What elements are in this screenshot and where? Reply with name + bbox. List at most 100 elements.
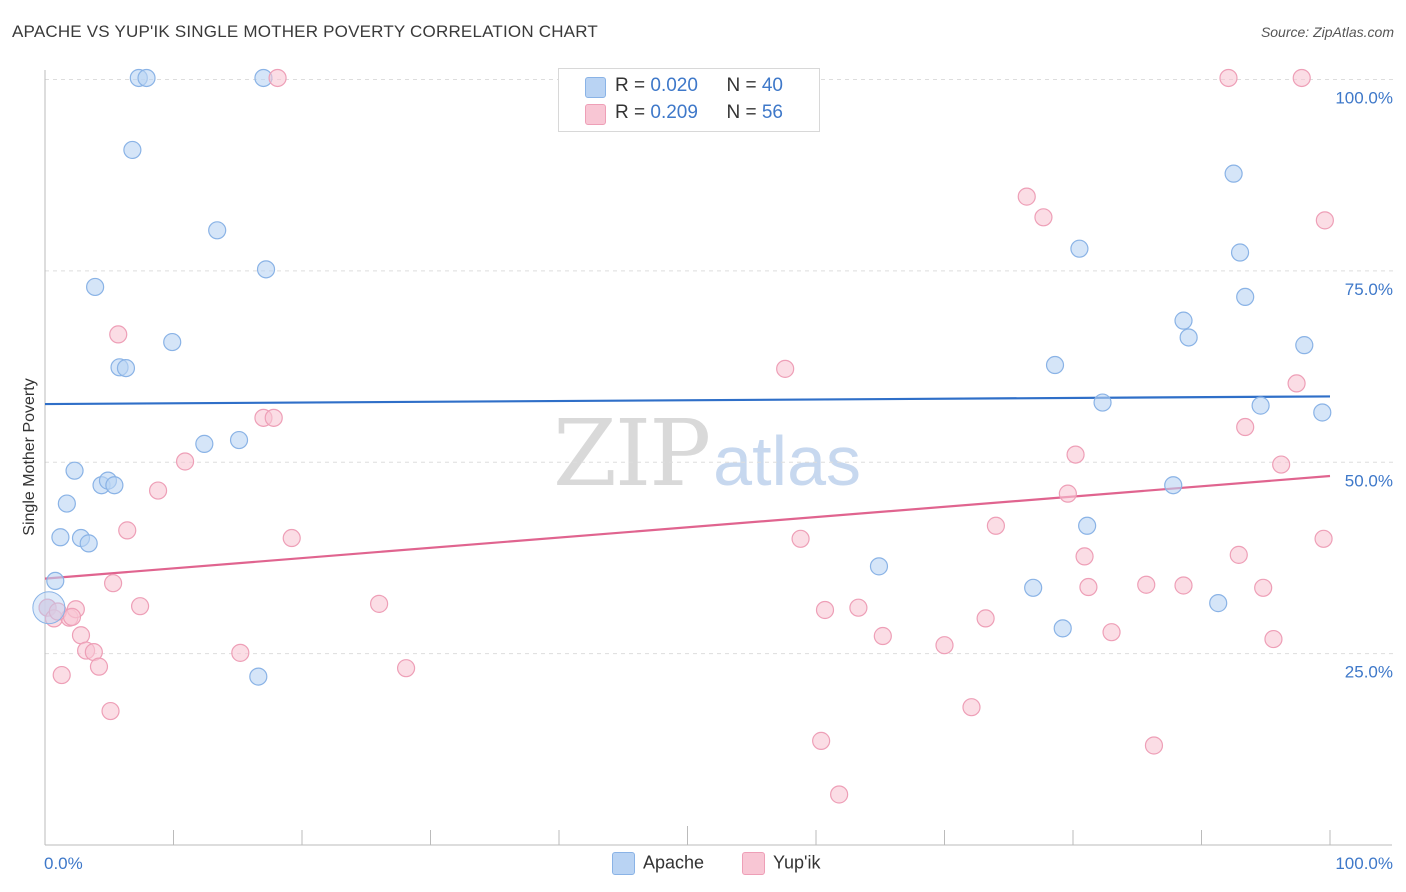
apache-point [86,277,105,297]
yupik-point [976,609,995,628]
y-tick-label: 75.0% [1345,280,1393,299]
correlation-legend: R = 0.020 N = 40 R = 0.209 N = 56 [558,68,820,132]
yupik-point [1017,187,1036,206]
axes [44,70,1392,846]
apache-point [208,221,227,240]
yupik-point [873,626,892,646]
yupik-point [1254,578,1273,597]
yupik-n-label: N = [726,102,762,123]
apache-point [249,667,268,686]
bottom-apache-swatch [612,852,635,875]
y-tick-label: 50.0% [1345,471,1393,490]
apache-point [1295,336,1314,355]
apache-point [195,434,214,453]
apache-point [1174,311,1193,330]
bottom-legend-yupik: Yup'ik [742,852,820,875]
watermark-zip: ZIP [553,400,711,507]
apache-cluster-point [32,591,66,625]
yupik-point [1229,545,1248,564]
yupik-point [118,521,137,540]
tick-labels: 25.0% 50.0% 75.0% 100.0% 0.0% 100.0% Single Mo… [21,89,1393,874]
yupik-point [1287,374,1306,393]
bottom-yupik-swatch [742,852,765,875]
apache-point [163,332,182,352]
yupik-point [282,528,301,548]
apache-point [1045,355,1065,375]
yupik-point [776,359,795,378]
apache-point [65,461,84,480]
apache-point [1093,393,1112,412]
yupik-point [1174,576,1193,595]
yupik-point [1144,736,1164,755]
yupik-point [962,698,981,717]
yupik-point [1137,575,1156,594]
apache-point [1078,516,1097,535]
yupik-point [830,785,849,804]
apache-point [79,534,98,553]
y-tick-label: 100.0% [1335,89,1393,108]
apache-point [1209,594,1228,613]
yupik-point [1102,623,1121,642]
chart-title: APACHE VS YUP'IK SINGLE MOTHER POVERTY C… [12,22,598,41]
apache-point [1024,578,1043,597]
apache-point [57,494,76,513]
yupik-point [815,600,835,620]
trend-lines [44,395,1331,580]
yupik-point [1315,211,1334,230]
yupik-point [104,574,123,593]
apache-point [1164,476,1183,495]
yupik-point [268,68,287,88]
apache-point [256,260,276,279]
apache-point [1313,403,1332,422]
bottom-legend-apache: Apache [612,852,704,875]
gridlines [45,79,1394,655]
yupik-r-value: 0.209 [650,102,698,123]
apache-n-value: 40 [761,75,783,96]
apache-point [229,430,249,450]
yupik-point [101,701,120,721]
apache-point [1053,619,1072,638]
yupik-point [175,452,195,471]
yupik-point [1079,577,1098,597]
yupik-point [130,597,150,616]
yupik-point [370,594,389,613]
apache-point [116,358,136,378]
apache-swatch [585,77,606,98]
yupik-point [791,529,810,548]
bottom-apache-label: Apache [643,852,705,873]
yupik-point [89,657,109,676]
yupik-point [264,408,283,427]
apache-point [1251,396,1270,415]
apache-n-label: N = [726,75,762,96]
apache-point [1179,328,1198,347]
y-tick-label: 25.0% [1345,663,1393,682]
yupik-point [231,643,250,662]
yupik-point [812,731,831,750]
apache-point [137,68,156,88]
apache-point [1070,239,1089,258]
yupik-point [62,607,82,626]
apache-point [123,140,142,160]
apache-point [1224,164,1243,183]
apache-r-value: 0.020 [650,75,698,96]
yupik-point [1292,68,1311,88]
watermark-atlas: atlas [713,422,862,500]
apache-point [869,557,889,576]
yupik-trend-line [44,474,1331,580]
x-tick-label-left: 0.0% [44,854,83,873]
yupik-point [1075,547,1094,566]
yupik-point [935,636,954,655]
bottom-yupik-label: Yup'ik [773,852,821,873]
yupik-point [849,598,868,617]
yupik-point [396,659,416,678]
watermark: ZIPatlas [553,400,893,507]
data-points [32,68,1334,804]
apache-trend-line [44,395,1331,406]
yupik-point [1314,529,1333,548]
x-tick-label-right: 100.0% [1335,854,1393,873]
apache-point [51,528,70,547]
apache-point [105,476,124,495]
yupik-point [1058,484,1077,503]
yupik-point [986,516,1006,535]
